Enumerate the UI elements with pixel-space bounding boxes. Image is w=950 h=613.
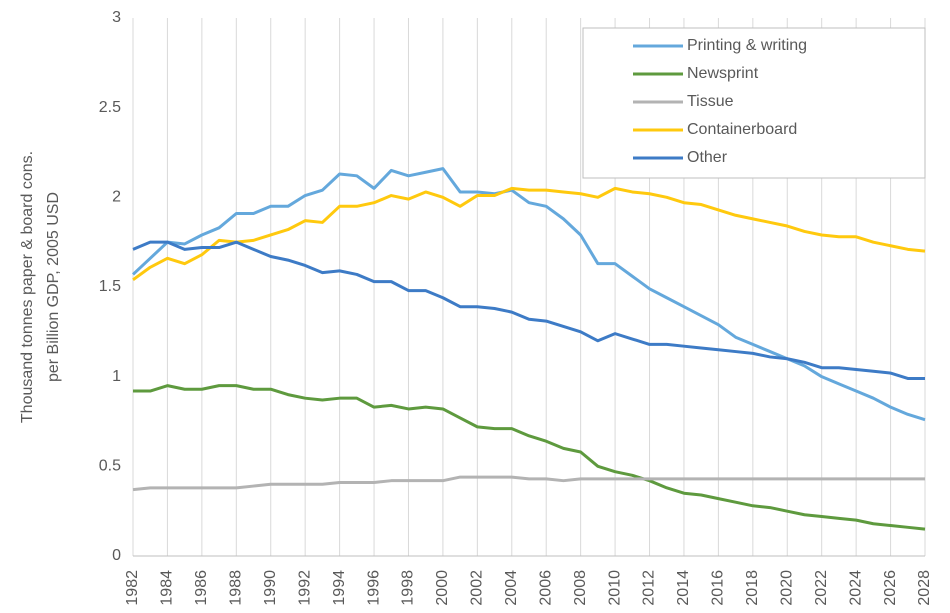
legend-label: Containerboard xyxy=(687,121,797,138)
x-tick-label: 1992 xyxy=(296,570,313,606)
y-tick-label: 2.5 xyxy=(99,99,121,116)
x-tick-label: 1982 xyxy=(124,570,141,606)
series-line xyxy=(132,475,925,492)
legend-label: Newsprint xyxy=(687,65,759,82)
x-tick-label: 2002 xyxy=(469,570,486,606)
y-tick-label: 0.5 xyxy=(99,458,121,475)
x-tick-label: 2028 xyxy=(916,570,933,606)
y-tick-label: 1.5 xyxy=(99,278,121,295)
y-axis-title-line: per Billion GDP, 2005 USD xyxy=(45,192,62,382)
legend-label: Tissue xyxy=(687,93,734,110)
series-line xyxy=(133,384,926,531)
x-tick-label: 2024 xyxy=(847,570,864,606)
series-line xyxy=(132,240,925,380)
y-axis-title-line: Thousand tonnes paper & board cons. xyxy=(19,151,36,423)
y-tick-label: 2 xyxy=(112,189,121,206)
x-tick-label: 2010 xyxy=(606,570,623,606)
x-tick-label: 2000 xyxy=(434,570,451,606)
x-tick-label: 1986 xyxy=(193,570,210,606)
x-tick-label: 2016 xyxy=(710,570,727,606)
x-tick-label: 2018 xyxy=(744,570,761,606)
y-axis-title: Thousand tonnes paper & board cons. per … xyxy=(19,151,62,423)
x-tick-label: 2012 xyxy=(641,570,658,606)
x-tick-label: 2004 xyxy=(503,570,520,606)
legend-label: Other xyxy=(687,149,728,166)
x-tick-label: 2022 xyxy=(813,570,830,606)
x-tick-label: 1996 xyxy=(365,570,382,606)
x-tick-label: 2006 xyxy=(537,570,554,606)
x-tick-label: 2014 xyxy=(675,570,692,606)
x-tick-label: 2020 xyxy=(778,570,795,606)
y-tick-label: 0 xyxy=(112,547,121,564)
y-tick-label: 3 xyxy=(112,9,121,26)
x-tick-label: 1994 xyxy=(331,570,348,606)
x-tick-label: 1998 xyxy=(400,570,417,606)
x-tick-label: 2026 xyxy=(882,570,899,606)
x-tick-label: 1990 xyxy=(262,570,279,606)
legend-label: Printing & writing xyxy=(687,37,807,54)
x-tick-label: 2008 xyxy=(572,570,589,606)
legend: Printing & writing Newsprint Tissue Contain… xyxy=(582,27,926,179)
series-line xyxy=(132,186,926,282)
series-line xyxy=(131,167,926,422)
y-tick-label: 1 xyxy=(112,368,121,385)
x-tick-label: 1988 xyxy=(228,570,245,606)
x-tick-label: 1984 xyxy=(159,570,176,606)
